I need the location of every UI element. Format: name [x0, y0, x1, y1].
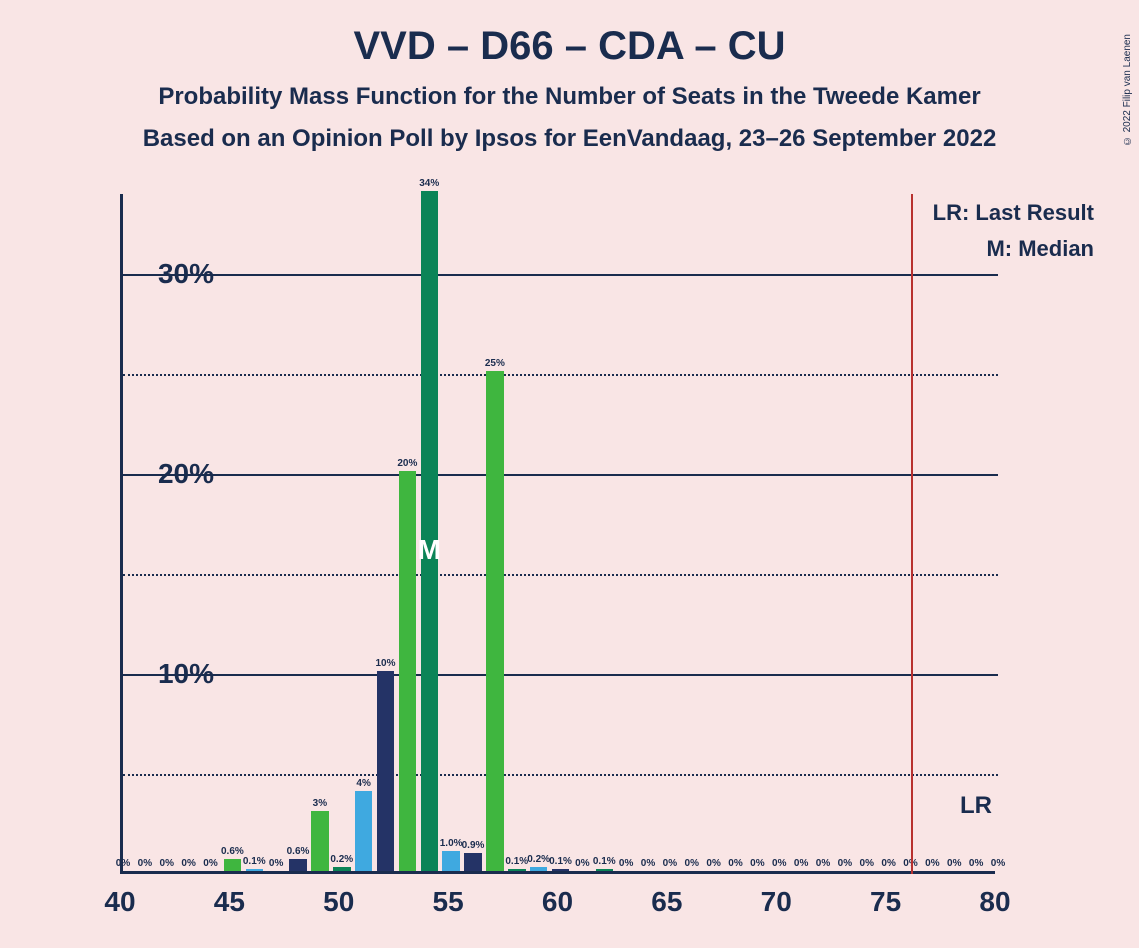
- gridline-minor: [123, 374, 998, 376]
- bar-value-label: 0.1%: [593, 856, 616, 869]
- bar-value-label: 0%: [947, 858, 961, 871]
- gridline-minor: [123, 574, 998, 576]
- bar-value-label: 0%: [816, 858, 830, 871]
- chart-area: 0%0%0%0%0%0.6%0.1%0%0.6%3%0.2%4%10%20%34…: [120, 194, 1100, 874]
- bar-value-label: 0.6%: [287, 846, 310, 859]
- bar-value-label: 0.2%: [330, 854, 353, 867]
- y-axis-label: 30%: [158, 258, 214, 290]
- bar-value-label: 0.1%: [243, 856, 266, 869]
- chart-subtitle-1: Probability Mass Function for the Number…: [0, 83, 1139, 111]
- bar-value-label: 0%: [160, 858, 174, 871]
- bar-value-label: 0%: [969, 858, 983, 871]
- bar: 1.0%: [442, 851, 460, 871]
- x-axis-label: 65: [651, 886, 682, 918]
- bar-value-label: 0%: [181, 858, 195, 871]
- bar-value-label: 0%: [138, 858, 152, 871]
- bar-value-label: 0.9%: [462, 840, 485, 853]
- bar-value-label: 0%: [728, 858, 742, 871]
- bar-value-label: 0%: [794, 858, 808, 871]
- bar: 34%: [421, 191, 439, 871]
- bar: 4%: [355, 791, 373, 871]
- bar-value-label: 0%: [619, 858, 633, 871]
- bar: 0.2%: [333, 867, 351, 871]
- bar-value-label: 0%: [750, 858, 764, 871]
- bar: 10%: [377, 671, 395, 871]
- bar: 0.2%: [530, 867, 548, 871]
- bar-value-label: 0%: [881, 858, 895, 871]
- bar-value-label: 20%: [397, 458, 417, 471]
- bar: 0.6%: [224, 859, 242, 871]
- x-axis-label: 50: [323, 886, 354, 918]
- bar-value-label: 0%: [838, 858, 852, 871]
- bar-value-label: 0%: [641, 858, 655, 871]
- chart-subtitle-2: Based on an Opinion Poll by Ipsos for Ee…: [0, 125, 1139, 153]
- bar-value-label: 0%: [269, 858, 283, 871]
- bar: 0.1%: [596, 869, 614, 871]
- last-result-line: [911, 194, 913, 874]
- bar-value-label: 0%: [685, 858, 699, 871]
- median-label: M: [418, 534, 441, 566]
- legend-lr: LR: Last Result: [933, 200, 1094, 226]
- bar: 20%: [399, 471, 417, 871]
- bar-value-label: 0%: [663, 858, 677, 871]
- bar-value-label: 0.2%: [527, 854, 550, 867]
- legend-m: M: Median: [986, 236, 1094, 262]
- bar: 0.1%: [552, 869, 570, 871]
- y-axis-label: 10%: [158, 658, 214, 690]
- bar-value-label: 0%: [706, 858, 720, 871]
- bar-value-label: 0%: [991, 858, 1005, 871]
- lr-axis-label: LR: [960, 792, 992, 820]
- bar-value-label: 0%: [116, 858, 130, 871]
- bar-value-label: 0.1%: [505, 856, 528, 869]
- bar-value-label: 3%: [313, 798, 327, 811]
- x-axis-label: 40: [104, 886, 135, 918]
- gridline-major: [123, 674, 998, 676]
- chart-title: VVD – D66 – CDA – CU: [0, 24, 1139, 69]
- bar: 0.9%: [464, 853, 482, 871]
- bar-value-label: 0%: [575, 858, 589, 871]
- bar-value-label: 0.1%: [549, 856, 572, 869]
- bar: 0.6%: [289, 859, 307, 871]
- bar-value-label: 34%: [419, 178, 439, 191]
- bar-value-label: 0%: [860, 858, 874, 871]
- gridline-minor: [123, 774, 998, 776]
- bar: 0.1%: [246, 869, 264, 871]
- y-axis-label: 20%: [158, 458, 214, 490]
- bar-value-label: 25%: [485, 358, 505, 371]
- x-axis-label: 70: [761, 886, 792, 918]
- bar: 0.1%: [508, 869, 526, 871]
- x-axis-label: 75: [870, 886, 901, 918]
- bar-value-label: 0%: [203, 858, 217, 871]
- x-axis-label: 60: [542, 886, 573, 918]
- bar-value-label: 1.0%: [440, 838, 463, 851]
- gridline-major: [123, 474, 998, 476]
- bar-value-label: 0.6%: [221, 846, 244, 859]
- bar-value-label: 0%: [925, 858, 939, 871]
- plot-region: 0%0%0%0%0%0.6%0.1%0%0.6%3%0.2%4%10%20%34…: [120, 194, 995, 874]
- bar-value-label: 4%: [356, 778, 370, 791]
- x-axis-label: 55: [433, 886, 464, 918]
- gridline-major: [123, 274, 998, 276]
- bar: 3%: [311, 811, 329, 871]
- bar-value-label: 10%: [375, 658, 395, 671]
- copyright-text: © 2022 Filip van Laenen: [1122, 34, 1133, 146]
- bar-value-label: 0%: [772, 858, 786, 871]
- bar: 25%: [486, 371, 504, 871]
- x-axis-label: 45: [214, 886, 245, 918]
- x-axis-label: 80: [979, 886, 1010, 918]
